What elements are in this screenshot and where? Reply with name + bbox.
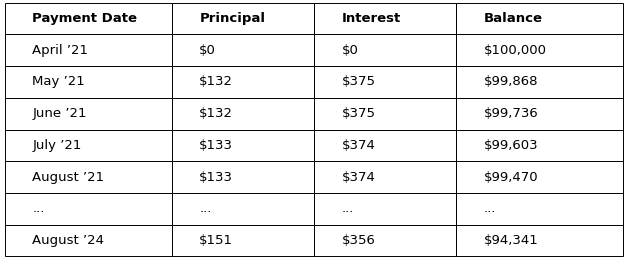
Text: $356: $356 <box>342 234 376 247</box>
Text: $99,470: $99,470 <box>484 171 538 184</box>
Text: Interest: Interest <box>342 12 401 25</box>
Text: May ’21: May ’21 <box>33 75 85 88</box>
Text: $375: $375 <box>342 107 376 120</box>
Text: ...: ... <box>342 202 354 215</box>
Text: June ’21: June ’21 <box>33 107 87 120</box>
Text: $375: $375 <box>342 75 376 88</box>
Bar <box>172 193 314 225</box>
Bar <box>172 98 314 130</box>
Text: $132: $132 <box>199 107 234 120</box>
Text: $374: $374 <box>342 139 376 152</box>
Text: $133: $133 <box>199 171 234 184</box>
Bar <box>456 98 623 130</box>
Text: Payment Date: Payment Date <box>33 12 138 25</box>
Bar <box>456 34 623 66</box>
Bar <box>172 66 314 98</box>
Bar <box>314 193 456 225</box>
Bar <box>456 161 623 193</box>
Text: August ’24: August ’24 <box>33 234 104 247</box>
Text: $0: $0 <box>199 44 216 57</box>
Bar <box>172 161 314 193</box>
Bar <box>314 98 456 130</box>
Text: $132: $132 <box>199 75 234 88</box>
Text: $99,868: $99,868 <box>484 75 538 88</box>
Text: $151: $151 <box>199 234 234 247</box>
Bar <box>456 130 623 161</box>
Bar <box>5 193 172 225</box>
Bar <box>5 34 172 66</box>
Bar <box>456 66 623 98</box>
Text: April ’21: April ’21 <box>33 44 89 57</box>
Bar <box>314 225 456 256</box>
Text: ...: ... <box>33 202 45 215</box>
Text: $100,000: $100,000 <box>484 44 546 57</box>
Bar <box>314 66 456 98</box>
Bar <box>314 161 456 193</box>
Bar <box>456 225 623 256</box>
Bar <box>5 161 172 193</box>
Bar <box>314 130 456 161</box>
Text: Balance: Balance <box>484 12 543 25</box>
Text: $374: $374 <box>342 171 376 184</box>
Text: $0: $0 <box>342 44 359 57</box>
Bar <box>172 3 314 34</box>
Bar <box>314 34 456 66</box>
Bar <box>456 3 623 34</box>
Bar <box>5 130 172 161</box>
Text: ...: ... <box>199 202 212 215</box>
Bar <box>5 98 172 130</box>
Text: $99,603: $99,603 <box>484 139 538 152</box>
Bar <box>172 34 314 66</box>
Bar <box>5 3 172 34</box>
Bar <box>5 225 172 256</box>
Bar <box>172 130 314 161</box>
Bar <box>456 193 623 225</box>
Bar <box>172 225 314 256</box>
Bar <box>5 66 172 98</box>
Text: July ’21: July ’21 <box>33 139 82 152</box>
Bar <box>314 3 456 34</box>
Text: $94,341: $94,341 <box>484 234 538 247</box>
Text: Principal: Principal <box>199 12 266 25</box>
Text: ...: ... <box>484 202 496 215</box>
Text: $133: $133 <box>199 139 234 152</box>
Text: $99,736: $99,736 <box>484 107 538 120</box>
Text: August ’21: August ’21 <box>33 171 105 184</box>
